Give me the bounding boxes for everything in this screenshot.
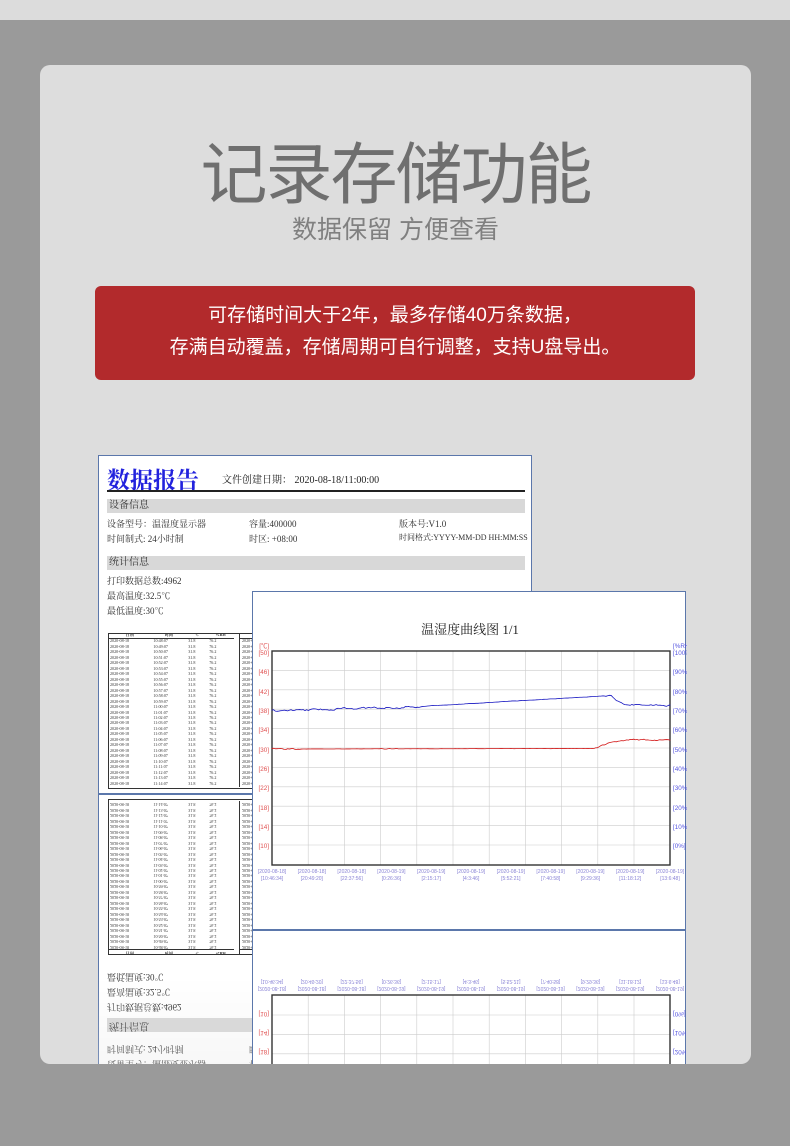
svg-text:[2020-08-19]: [2020-08-19]: [457, 869, 486, 875]
svg-text:[2020-08-19]: [2020-08-19]: [417, 869, 446, 875]
svg-text:[60%]: [60%]: [673, 727, 687, 734]
svg-text:[5:52:21]: [5:52:21]: [501, 876, 521, 882]
svg-text:[22:37:56]: [22:37:56]: [340, 876, 363, 882]
svg-text:[2020-08-18]: [2020-08-18]: [258, 869, 287, 875]
svg-text:[2020-08-19]: [2020-08-19]: [576, 869, 605, 875]
svg-text:[22]: [22]: [258, 785, 269, 792]
svg-text:[10:46:34]: [10:46:34]: [261, 876, 284, 882]
svg-text:[2020-08-19]: [2020-08-19]: [497, 869, 526, 875]
svg-text:[2020-08-18]: [2020-08-18]: [337, 869, 366, 875]
svg-text:[℃]: [℃]: [259, 642, 269, 650]
svg-text:[9:29:36]: [9:29:36]: [581, 876, 601, 882]
svg-text:[2:15:17]: [2:15:17]: [421, 876, 441, 882]
svg-text:[13:6:48]: [13:6:48]: [660, 876, 680, 882]
svg-text:[20:49:20]: [20:49:20]: [301, 876, 324, 882]
svg-text:[50%]: [50%]: [673, 747, 687, 754]
svg-text:[80%]: [80%]: [673, 689, 687, 696]
svg-text:[26]: [26]: [258, 766, 269, 773]
svg-text:[38]: [38]: [258, 708, 269, 715]
svg-text:[2020-08-18]: [2020-08-18]: [298, 869, 327, 875]
svg-text:[11:18:12]: [11:18:12]: [619, 876, 641, 882]
svg-text:[0%]: [0%]: [673, 843, 686, 850]
svg-text:[7:40:58]: [7:40:58]: [541, 876, 561, 882]
svg-text:[20%]: [20%]: [673, 805, 687, 812]
svg-text:[40%]: [40%]: [673, 766, 687, 773]
svg-text:[14]: [14]: [258, 824, 269, 831]
svg-text:[2020-08-19]: [2020-08-19]: [616, 869, 645, 875]
svg-text:[%RH]: [%RH]: [673, 643, 687, 650]
svg-text:[30]: [30]: [258, 747, 269, 754]
svg-text:[42]: [42]: [258, 689, 269, 696]
svg-text:[34]: [34]: [258, 727, 269, 734]
svg-text:[10%]: [10%]: [673, 824, 687, 831]
svg-text:[18]: [18]: [258, 805, 269, 812]
svg-text:[10]: [10]: [258, 843, 269, 850]
svg-text:[2020-08-19]: [2020-08-19]: [377, 869, 406, 875]
svg-text:[2020-08-19]: [2020-08-19]: [536, 869, 565, 875]
svg-text:[0:26:36]: [0:26:36]: [382, 876, 402, 882]
svg-text:[4:3:46]: [4:3:46]: [463, 876, 480, 882]
svg-text:[50]: [50]: [258, 650, 269, 657]
svg-text:[30%]: [30%]: [673, 785, 687, 792]
svg-text:[2020-08-19]: [2020-08-19]: [656, 869, 685, 875]
svg-text:[100%]: [100%]: [673, 650, 687, 657]
svg-text:[90%]: [90%]: [673, 669, 687, 676]
svg-text:[70%]: [70%]: [673, 708, 687, 715]
svg-text:[46]: [46]: [258, 669, 269, 676]
